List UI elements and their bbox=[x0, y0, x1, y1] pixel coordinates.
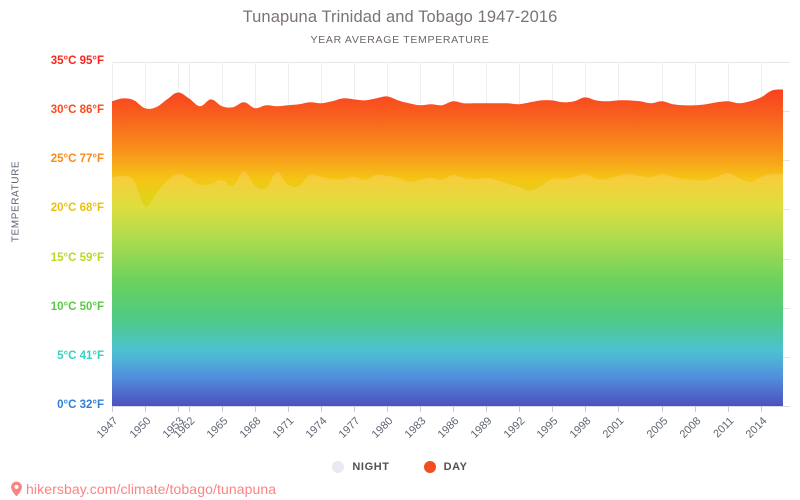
x-axis-tick-1965: 1965 bbox=[204, 415, 231, 441]
x-axis-tick-1992: 1992 bbox=[501, 415, 528, 441]
x-tick-mark-1953 bbox=[178, 406, 179, 412]
x-axis-tick-2005: 2005 bbox=[644, 415, 671, 441]
x-tick-mark-2005 bbox=[662, 406, 663, 412]
x-tick-mark-1968 bbox=[255, 406, 256, 412]
night-temperature-area bbox=[112, 171, 783, 406]
y-axis-tick-0: 0°C 32°F bbox=[57, 399, 104, 411]
gridline-35 bbox=[112, 62, 790, 63]
x-axis-tick-1980: 1980 bbox=[369, 415, 396, 441]
x-tick-mark-1950 bbox=[145, 406, 146, 412]
x-axis-tick-1977: 1977 bbox=[336, 415, 363, 441]
location-pin-icon bbox=[11, 481, 22, 497]
y-axis-tick-5: 5°C 41°F bbox=[57, 349, 104, 362]
legend-marker-night-icon bbox=[332, 461, 345, 473]
x-tick-mark-1983 bbox=[420, 406, 421, 412]
source-footer[interactable]: hikersbay.com/climate/tobago/tunapuna bbox=[10, 481, 276, 497]
x-tick-mark-1998 bbox=[585, 406, 586, 412]
plot-area bbox=[112, 62, 783, 406]
x-tick-mark-2001 bbox=[618, 406, 619, 412]
chart-legend: NIGHT DAY bbox=[0, 461, 800, 473]
y-axis-tick-10: 10°C 50°F bbox=[50, 300, 104, 313]
x-tick-mark-1980 bbox=[387, 406, 388, 412]
source-url: hikersbay.com/climate/tobago/tunapuna bbox=[26, 481, 277, 497]
day-temperature-area bbox=[112, 89, 783, 406]
x-axis-tick-2011: 2011 bbox=[711, 415, 737, 441]
x-tick-mark-1989 bbox=[486, 406, 487, 412]
x-tick-mark-1974 bbox=[321, 406, 322, 412]
x-tick-mark-1995 bbox=[552, 406, 553, 412]
x-axis-tick-2014: 2014 bbox=[743, 415, 770, 441]
x-tick-mark-2008 bbox=[695, 406, 696, 412]
x-axis-tick-1986: 1986 bbox=[435, 415, 462, 441]
legend-label-day: DAY bbox=[443, 461, 468, 473]
y-axis-tick-30: 30°C 86°F bbox=[50, 104, 104, 117]
x-tick-mark-1992 bbox=[519, 406, 520, 412]
legend-item-day[interactable]: DAY bbox=[423, 461, 468, 473]
x-axis-tick-1983: 1983 bbox=[402, 415, 429, 441]
x-axis-tick-2001: 2001 bbox=[600, 415, 627, 441]
x-tick-mark-1962 bbox=[189, 406, 190, 412]
x-axis-tick-1950: 1950 bbox=[127, 415, 154, 441]
x-tick-mark-1986 bbox=[453, 406, 454, 412]
y-axis-tick-35: 35°C 95°F bbox=[50, 55, 104, 67]
chart-title: Tunapuna Trinidad and Tobago 1947-2016 bbox=[242, 8, 558, 26]
gridline-0 bbox=[112, 406, 790, 407]
legend-marker-day-icon bbox=[423, 461, 436, 473]
x-tick-mark-1965 bbox=[222, 406, 223, 412]
y-axis-tick-labels: 35°C 95°F 30°C 86°F 25°C 77°F 20°C 68°F 15°C… bbox=[0, 0, 104, 500]
y-axis-tick-25: 25°C 77°F bbox=[50, 153, 104, 166]
legend-label-night: NIGHT bbox=[352, 461, 390, 473]
x-axis-tick-1968: 1968 bbox=[237, 415, 264, 441]
x-axis-tick-2008: 2008 bbox=[677, 415, 704, 441]
legend-item-night[interactable]: NIGHT bbox=[332, 461, 389, 473]
x-tick-mark-1977 bbox=[354, 406, 355, 412]
x-axis-tick-1995: 1995 bbox=[534, 415, 561, 441]
x-tick-mark-2014 bbox=[761, 406, 762, 412]
x-axis-tick-1971: 1971 bbox=[270, 415, 297, 441]
x-tick-mark-2011 bbox=[728, 406, 729, 412]
y-axis-tick-15: 15°C 59°F bbox=[50, 251, 104, 264]
temperature-area-svg bbox=[112, 89, 783, 406]
y-axis-tick-20: 20°C 68°F bbox=[50, 202, 104, 215]
x-axis-tick-1989: 1989 bbox=[468, 415, 495, 441]
x-axis-tick-1974: 1974 bbox=[303, 415, 330, 441]
x-axis-tick-1998: 1998 bbox=[567, 415, 594, 441]
x-tick-mark-1971 bbox=[288, 406, 289, 412]
x-tick-mark-1947 bbox=[112, 406, 113, 412]
chart-subtitle: YEAR AVERAGE TEMPERATURE bbox=[310, 34, 490, 46]
